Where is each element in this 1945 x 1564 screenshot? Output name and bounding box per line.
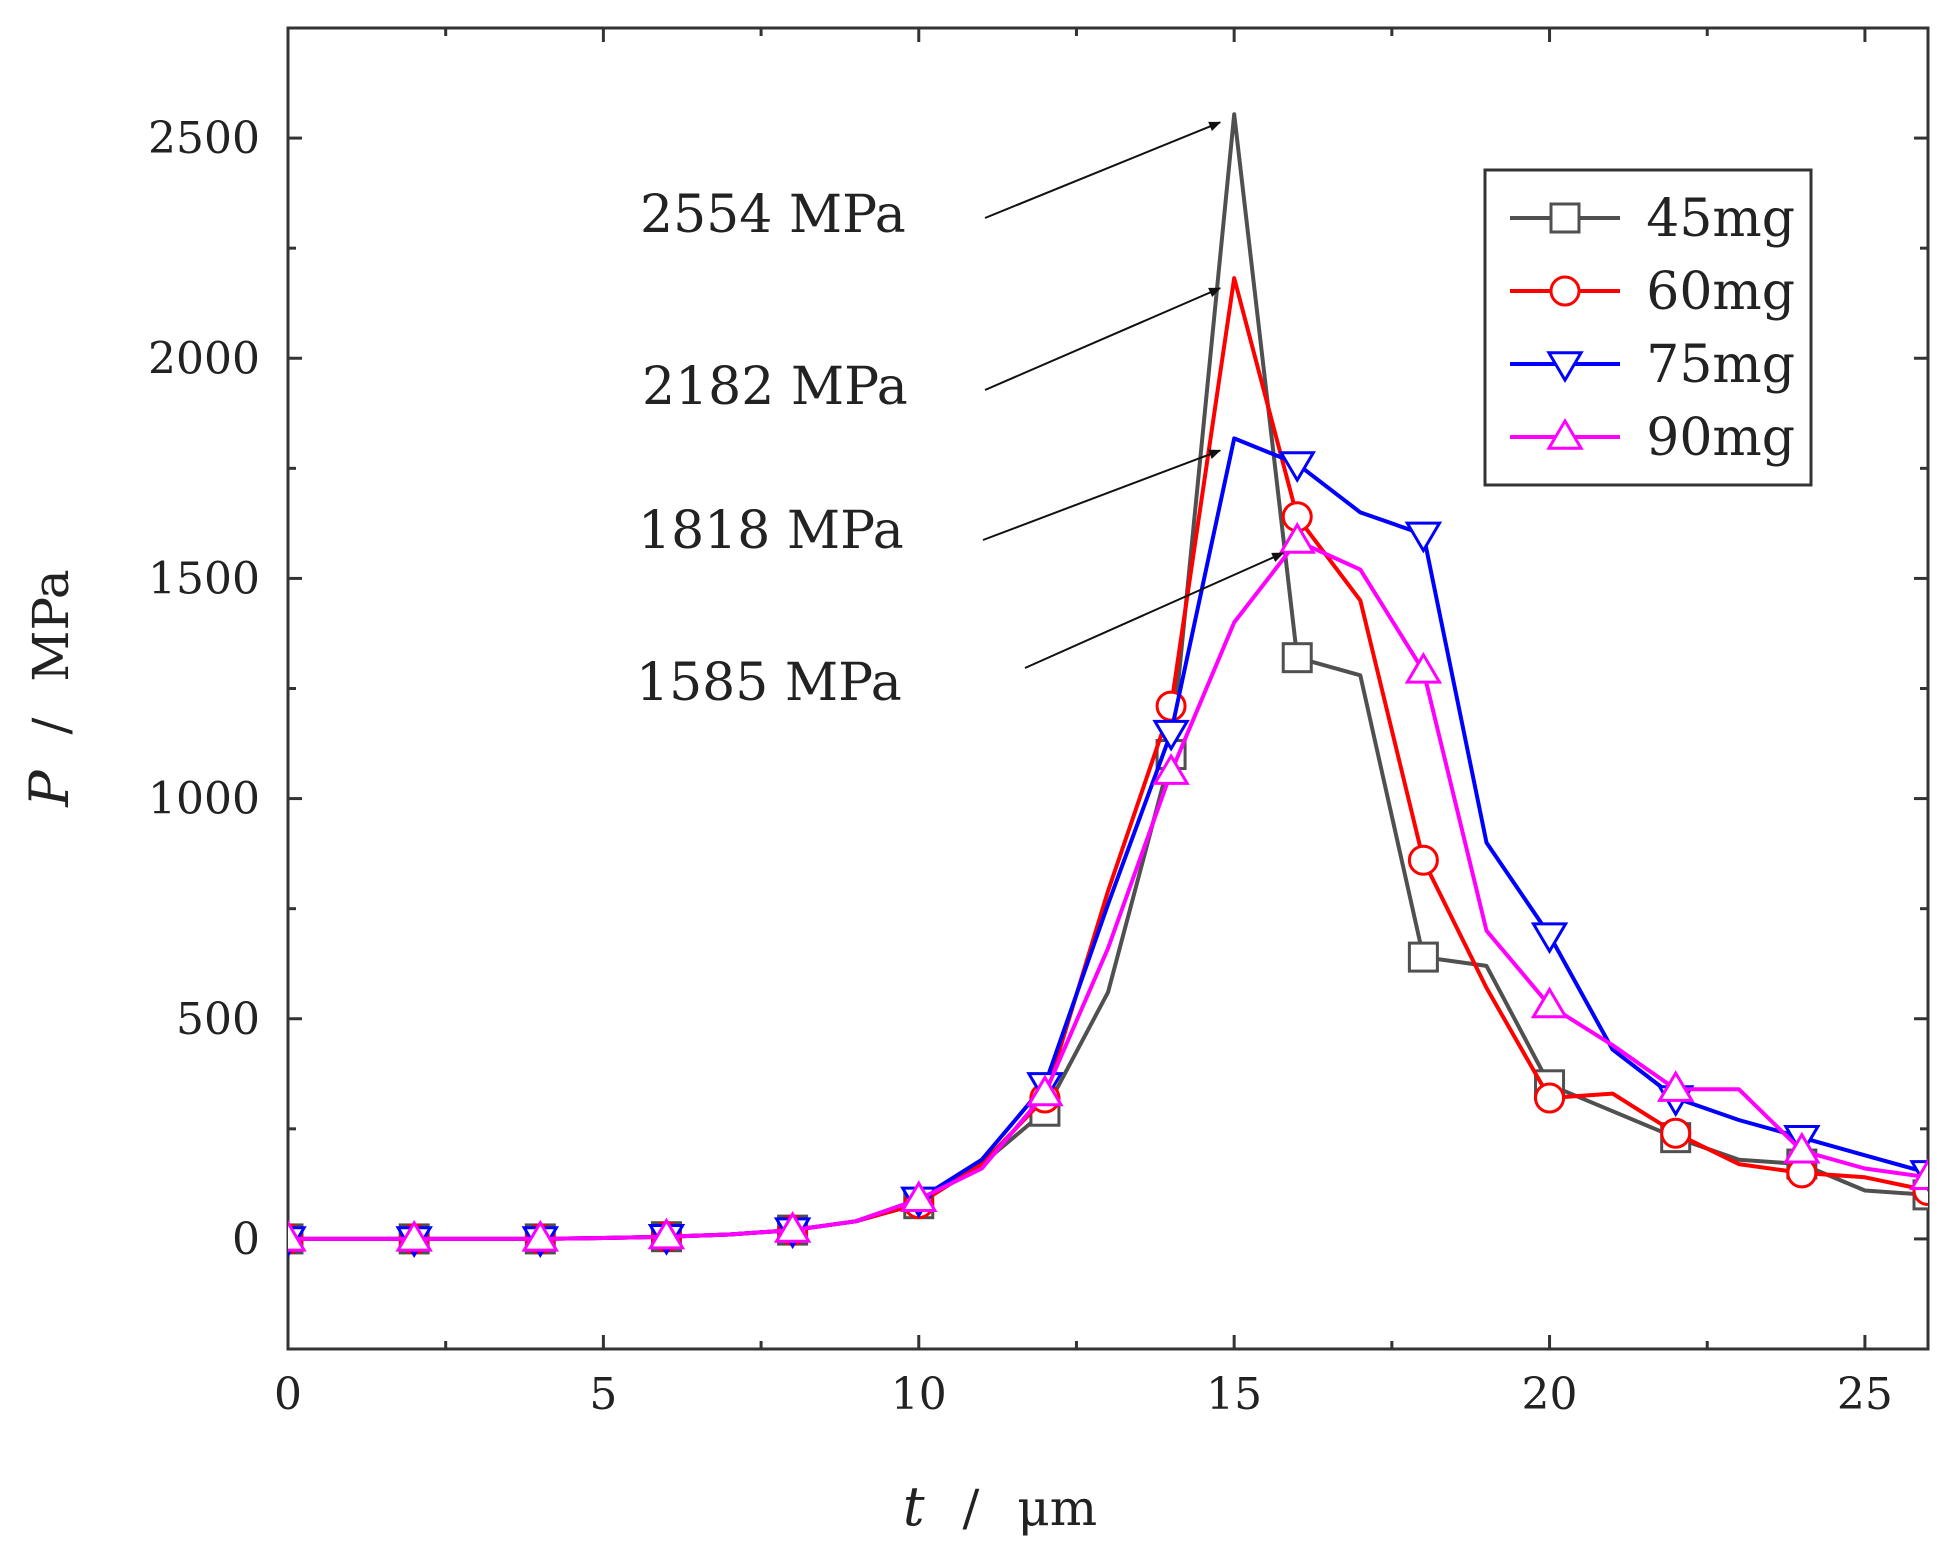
legend-marker: [1549, 202, 1581, 234]
data-point-90mg: [395, 1219, 433, 1252]
annotation-label: 1818 MPa: [638, 501, 904, 561]
legend-marker: [1549, 275, 1581, 307]
data-point-75mg: [1530, 922, 1569, 955]
annotation-label: 2182 MPa: [642, 357, 908, 417]
series-group: [288, 112, 1928, 1258]
series-90mg: [288, 521, 1928, 1252]
legend-label: 45mg: [1646, 189, 1795, 249]
legend-marker: [1546, 351, 1584, 384]
y-tick-label: 0: [232, 1214, 260, 1265]
y-tick-label: 500: [176, 994, 260, 1045]
y-tick-labels: 0 500 1000 1500 2000 2500: [148, 113, 260, 1265]
legend: 45mg 60mg 75mg 90mg: [1483, 168, 1813, 487]
annotation-label: 1585 MPa: [636, 653, 902, 713]
legend-box: [1483, 168, 1813, 487]
data-point-75mg: [1278, 451, 1316, 483]
series-line-90mg: [288, 539, 1928, 1241]
data-point-90mg: [288, 1219, 307, 1252]
data-point-90mg: [773, 1211, 812, 1243]
y-axis-title: P / MPa: [18, 569, 81, 807]
data-point-90mg: [647, 1217, 686, 1250]
x-axis-title: t / μm: [903, 1475, 1097, 1538]
data-point-90mg: [900, 1180, 938, 1212]
data-point-90mg: [1026, 1074, 1064, 1107]
data-point-90mg: [1152, 753, 1190, 785]
data-point-75mg: [1404, 521, 1443, 554]
data-point-60mg: [1660, 1117, 1692, 1149]
data-point-90mg: [521, 1219, 560, 1252]
y-tick-label: 2000: [148, 333, 260, 384]
annotation-arrow: [982, 449, 1222, 541]
x-tick-label: 5: [589, 1369, 617, 1420]
data-point-90mg: [1404, 651, 1443, 684]
data-point-60mg: [1407, 844, 1439, 876]
data-point-90mg: [1783, 1131, 1821, 1164]
legend-item: 45mg: [1510, 189, 1795, 249]
legend-label: 60mg: [1646, 262, 1795, 322]
data-point-45mg: [1407, 941, 1439, 973]
annotation-arrow: [984, 287, 1222, 391]
legend-item: 60mg: [1510, 262, 1795, 322]
y-tick-label: 1000: [148, 774, 260, 825]
x-tick-label: 15: [1206, 1369, 1262, 1420]
data-point-90mg: [1656, 1070, 1695, 1102]
legend-label: 90mg: [1646, 408, 1795, 468]
annotation-arrow: [1024, 552, 1285, 669]
legend-item: 90mg: [1510, 408, 1795, 468]
data-point-90mg: [1909, 1158, 1928, 1190]
data-point-45mg: [1281, 642, 1313, 674]
x-tick-label: 25: [1837, 1369, 1893, 1420]
data-point-90mg: [1530, 986, 1569, 1019]
x-tick-label: 10: [891, 1369, 947, 1420]
x-tick-labels: 0 5 10 15 20 25: [274, 1369, 1893, 1420]
y-tick-label: 1500: [148, 553, 260, 604]
y-tick-label: 2500: [148, 113, 260, 164]
legend-marker: [1546, 417, 1584, 450]
data-point-90mg: [1278, 521, 1316, 554]
x-tick-label: 0: [274, 1369, 302, 1420]
x-tick-label: 20: [1522, 1369, 1578, 1420]
legend-item: 75mg: [1510, 335, 1795, 395]
annotation-arrow: [984, 121, 1222, 219]
data-point-60mg: [1534, 1082, 1566, 1114]
annotation-label: 2554 MPa: [640, 185, 906, 245]
annotations: 2554 MPa 2182 MPa 1818 MPa 1585 MPa: [636, 121, 1285, 713]
legend-label: 75mg: [1646, 335, 1795, 395]
data-point-75mg: [1152, 719, 1190, 752]
